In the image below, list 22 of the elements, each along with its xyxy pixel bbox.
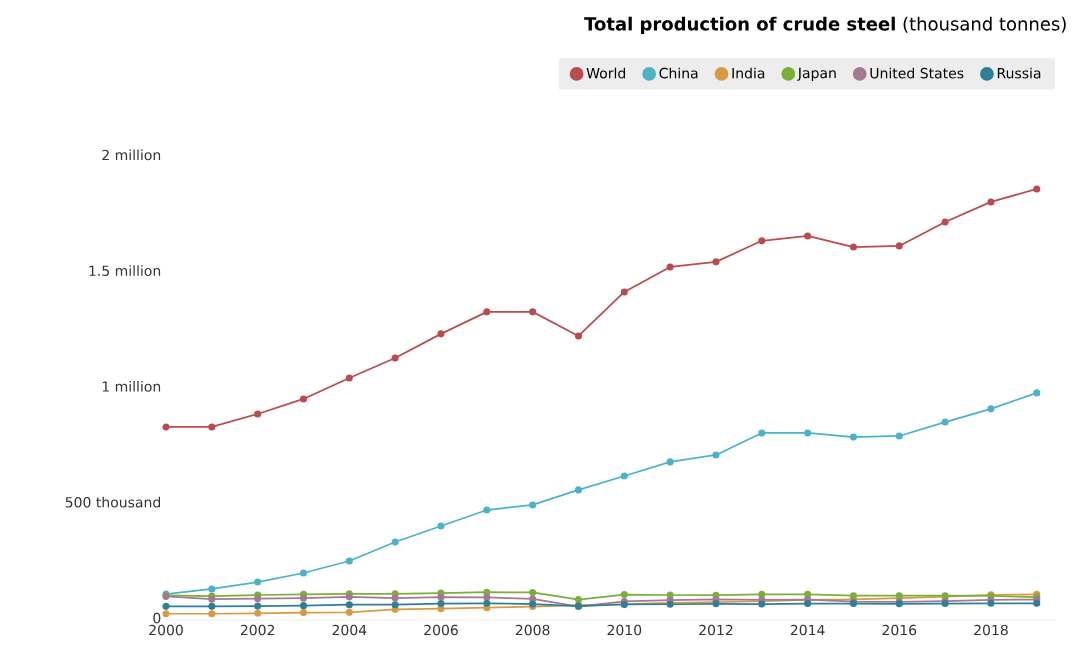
y-tick-label: 500 thousand [65, 496, 161, 508]
legend-label: China [659, 67, 698, 79]
y-tick-label: 0 [153, 612, 161, 624]
chart-title: Total production of crude steel (thousand tonnes) [584, 16, 1066, 35]
y-tick-label: 1 million [102, 380, 161, 392]
x-tick-label: 2010 [607, 624, 642, 636]
x-tick-label: 2014 [790, 624, 825, 636]
x-tick-label: 2008 [515, 624, 550, 636]
y-tick-label: 2 million [102, 149, 161, 161]
y-tick-label: 1.5 million [89, 265, 161, 277]
legend-label: Russia [997, 67, 1041, 79]
x-tick-label: 2018 [974, 624, 1008, 636]
legend-label: India [732, 67, 765, 79]
x-tick-label: 2012 [699, 624, 733, 636]
legend-label: World [586, 67, 626, 79]
x-tick-label: 2006 [424, 624, 458, 636]
x-tick-label: 2002 [240, 624, 275, 636]
x-tick-label: 2004 [332, 624, 367, 636]
legend-label: United States [870, 67, 964, 79]
x-tick-label: 2016 [882, 624, 917, 636]
legend-label: Japan [797, 67, 836, 81]
x-tick-label: 2000 [149, 624, 183, 636]
